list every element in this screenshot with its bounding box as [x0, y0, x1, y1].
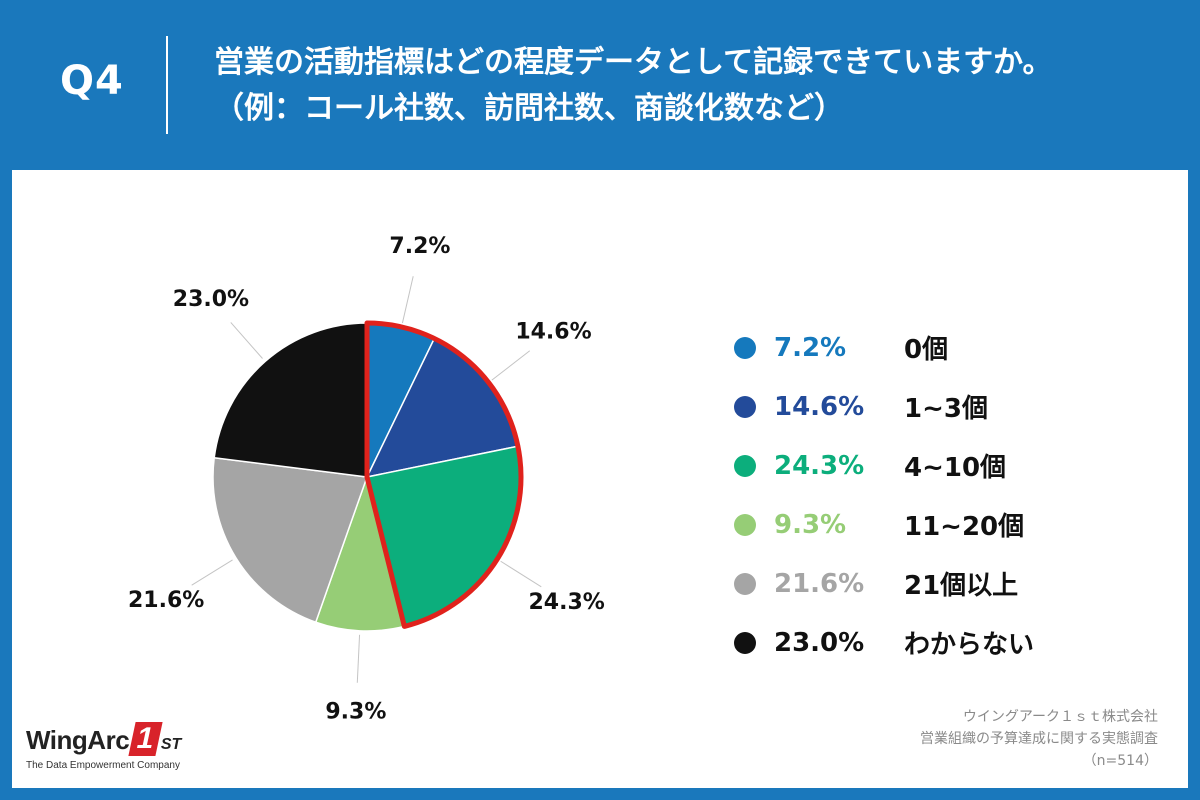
pie-data-label: 24.3% [528, 590, 604, 615]
legend-label: 11~20個 [904, 512, 1025, 542]
logo-st-mark: ST [160, 736, 182, 753]
pie-leader-line [356, 634, 361, 683]
pie-data-label: 23.0% [173, 287, 249, 312]
legend-dot [734, 631, 756, 654]
header-divider [166, 36, 168, 134]
legend-percent: 21.6% [774, 568, 865, 599]
legend-label: 1~3個 [904, 394, 988, 424]
logo-one-mark: 1 [128, 722, 163, 756]
source-sample-size: （n=514） [1082, 753, 1158, 769]
pie-leader-line [230, 322, 263, 359]
legend-percent: 14.6% [774, 391, 865, 422]
legend-dot [734, 336, 756, 359]
header: Q4 営業の活動指標はどの程度データとして記録できていますか。 （例：コール社数… [0, 0, 1200, 168]
legend-dot [734, 454, 756, 477]
source-company: ウイングアーク１ｓｔ株式会社 [962, 709, 1158, 725]
legend-label: 21個以上 [904, 571, 1019, 601]
legend-item: 24.3% 4~10個 [734, 436, 1034, 495]
source-note: ウイングアーク１ｓｔ株式会社 営業組織の予算達成に関する実態調査 （n=514） [920, 706, 1158, 772]
legend: 7.2% 0個 14.6% 1~3個 24.3% 4~10個 9.3% 11~2… [734, 318, 1034, 672]
legend-percent: 9.3% [774, 509, 847, 540]
legend-item: 23.0% わからない [734, 613, 1034, 672]
question-title-line1: 営業の活動指標はどの程度データとして記録できていますか。 [214, 45, 1053, 80]
source-survey: 営業組織の予算達成に関する実態調査 [920, 731, 1158, 747]
legend-label: 0個 [904, 335, 949, 365]
legend-item: 21.6% 21個以上 [734, 554, 1034, 613]
legend-item: 9.3% 11~20個 [734, 495, 1034, 554]
pie-slice-unknown [213, 322, 368, 478]
legend-item: 14.6% 1~3個 [734, 377, 1034, 436]
logo-tagline: The Data Empowerment Company [26, 760, 180, 771]
chart-card: 7.2% 14.6% 24.3% 9.3% 21.6% 23.0% 7.2% 0個 14.… [12, 170, 1188, 788]
pie-highlight-outline [364, 320, 524, 629]
legend-dot [734, 572, 756, 595]
legend-label: 4~10個 [904, 453, 1007, 483]
question-number: Q4 [60, 58, 124, 104]
pie-leader-line [491, 350, 531, 381]
pie-data-label: 21.6% [128, 588, 204, 613]
legend-percent: 24.3% [774, 450, 865, 481]
pie-data-label: 9.3% [325, 700, 386, 725]
pie-chart: 7.2% 14.6% 24.3% 9.3% 21.6% 23.0% [128, 234, 605, 725]
question-title: 営業の活動指標はどの程度データとして記録できていますか。 （例：コール社数、訪問… [214, 40, 1053, 132]
legend-percent: 7.2% [774, 332, 847, 363]
wingarc-logo: WingArc 1 ST The Data Empowerment Compan… [26, 722, 181, 771]
legend-dot [734, 513, 756, 536]
pie-leader-line [191, 559, 233, 586]
question-title-line2: （例：コール社数、訪問社数、商談化数など） [214, 91, 844, 126]
legend-label: わからない [904, 630, 1035, 660]
pie-leader-line [500, 560, 542, 588]
logo-wordmark: WingArc [26, 725, 130, 755]
pie-slice-21-plus [212, 456, 369, 624]
legend-percent: 23.0% [774, 627, 865, 658]
legend-dot [734, 395, 756, 418]
pie-data-label: 7.2% [389, 234, 450, 259]
pie-leader-line [401, 276, 414, 324]
pie-data-label: 14.6% [515, 319, 591, 344]
legend-item: 7.2% 0個 [734, 318, 1034, 377]
